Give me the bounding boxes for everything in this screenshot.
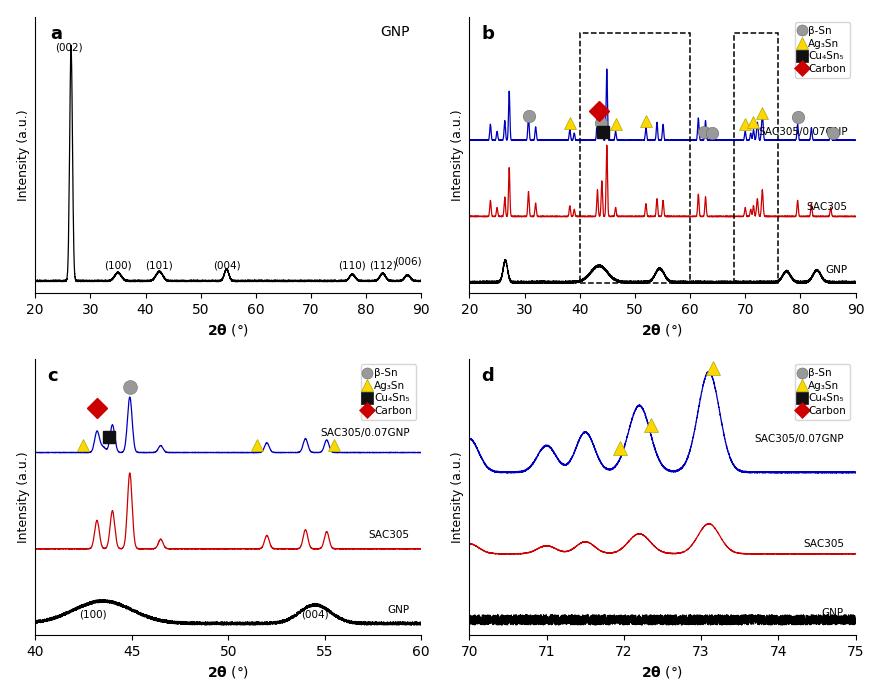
Text: c: c (47, 367, 57, 385)
Text: (004): (004) (301, 610, 329, 620)
Text: GNP: GNP (381, 25, 410, 39)
Text: (100): (100) (79, 610, 107, 620)
Text: (004): (004) (213, 260, 241, 270)
Text: GNP: GNP (388, 605, 410, 615)
Text: SAC305: SAC305 (368, 530, 410, 540)
Y-axis label: Intensity (a.u.): Intensity (a.u.) (17, 451, 30, 543)
Text: d: d (481, 367, 494, 385)
X-axis label: $\mathbf{2\theta}$ (°): $\mathbf{2\theta}$ (°) (207, 322, 249, 338)
Text: (006): (006) (394, 256, 421, 267)
X-axis label: $\mathbf{2\theta}$ (°): $\mathbf{2\theta}$ (°) (641, 664, 684, 680)
Y-axis label: Intensity (a.u.): Intensity (a.u.) (451, 451, 464, 543)
Text: SAC305/0.07GNP: SAC305/0.07GNP (320, 428, 410, 438)
Text: a: a (51, 25, 63, 43)
Text: SAC305/0.07GNP: SAC305/0.07GNP (754, 434, 844, 444)
Text: SAC305: SAC305 (803, 539, 844, 549)
Text: (101): (101) (145, 260, 174, 270)
Y-axis label: Intensity (a.u.): Intensity (a.u.) (17, 109, 30, 201)
Y-axis label: Intensity (a.u.): Intensity (a.u.) (451, 109, 464, 201)
Text: GNP: GNP (822, 608, 844, 618)
X-axis label: $\mathbf{2\theta}$ (°): $\mathbf{2\theta}$ (°) (641, 322, 684, 338)
Legend: β-Sn, Ag₃Sn, Cu₄Sn₅, Carbon: β-Sn, Ag₃Sn, Cu₄Sn₅, Carbon (795, 364, 850, 420)
Text: (002): (002) (56, 43, 83, 52)
X-axis label: $\mathbf{2\theta}$ (°): $\mathbf{2\theta}$ (°) (207, 664, 249, 680)
Bar (734, 33, 778, 283)
Text: (100): (100) (104, 260, 132, 270)
Text: (110): (110) (338, 260, 366, 270)
Legend: β-Sn, Ag₃Sn, Cu₄Sn₅, Carbon: β-Sn, Ag₃Sn, Cu₄Sn₅, Carbon (360, 364, 416, 420)
Bar (580, 33, 690, 283)
Text: SAC305/0.07GNP: SAC305/0.07GNP (759, 128, 848, 137)
Text: b: b (481, 25, 494, 43)
Legend: β-Sn, Ag₃Sn, Cu₄Sn₅, Carbon: β-Sn, Ag₃Sn, Cu₄Sn₅, Carbon (795, 22, 850, 78)
Text: SAC305: SAC305 (807, 202, 848, 212)
Text: GNP: GNP (825, 266, 848, 275)
Text: (112): (112) (369, 260, 396, 270)
